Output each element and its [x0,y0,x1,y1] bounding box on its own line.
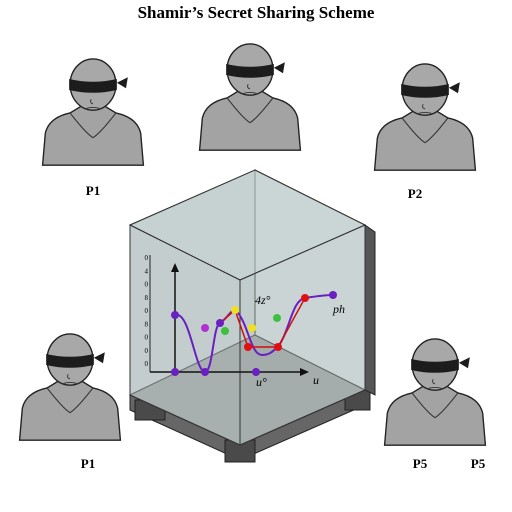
box [128,169,376,463]
participant-label: P1 [81,456,95,471]
y-tick-label: 4 [145,267,149,275]
participant-label: P5 [413,456,428,471]
point [221,327,229,335]
point [301,294,309,302]
curve-label: ph [332,302,345,316]
point [201,368,209,376]
graph: u u° 4z° ph 0 4 0 8 0 8 0 0 0 [145,254,346,389]
point [248,324,256,332]
point [244,343,252,351]
person [373,63,477,171]
point [171,311,179,319]
y-tick-label: 0 [145,347,149,355]
title: Shamir’s Secret Sharing Scheme [138,3,375,22]
y-tick-label: 0 [145,307,149,315]
point [216,319,224,327]
participant-label: P1 [86,183,100,198]
y-tick-label: 8 [145,320,149,328]
person [41,58,145,166]
axis-label: u [313,373,319,387]
person [198,43,302,151]
y-tick-label: 0 [145,334,149,342]
person [383,338,487,446]
participant-label: P5 [471,456,486,471]
point [329,291,337,299]
y-tick-label: 8 [145,294,149,302]
person [18,333,122,441]
annotation: 4z° [255,293,271,307]
point [171,368,179,376]
y-tick-label: 0 [145,281,149,289]
point [231,306,239,314]
participant-label: P2 [408,186,422,201]
point [273,314,281,322]
y-tick-label: 0 [145,254,149,262]
point [274,343,282,351]
y-tick-label: 0 [145,360,149,368]
point-label: u° [256,375,267,389]
point [252,368,260,376]
point [201,324,209,332]
